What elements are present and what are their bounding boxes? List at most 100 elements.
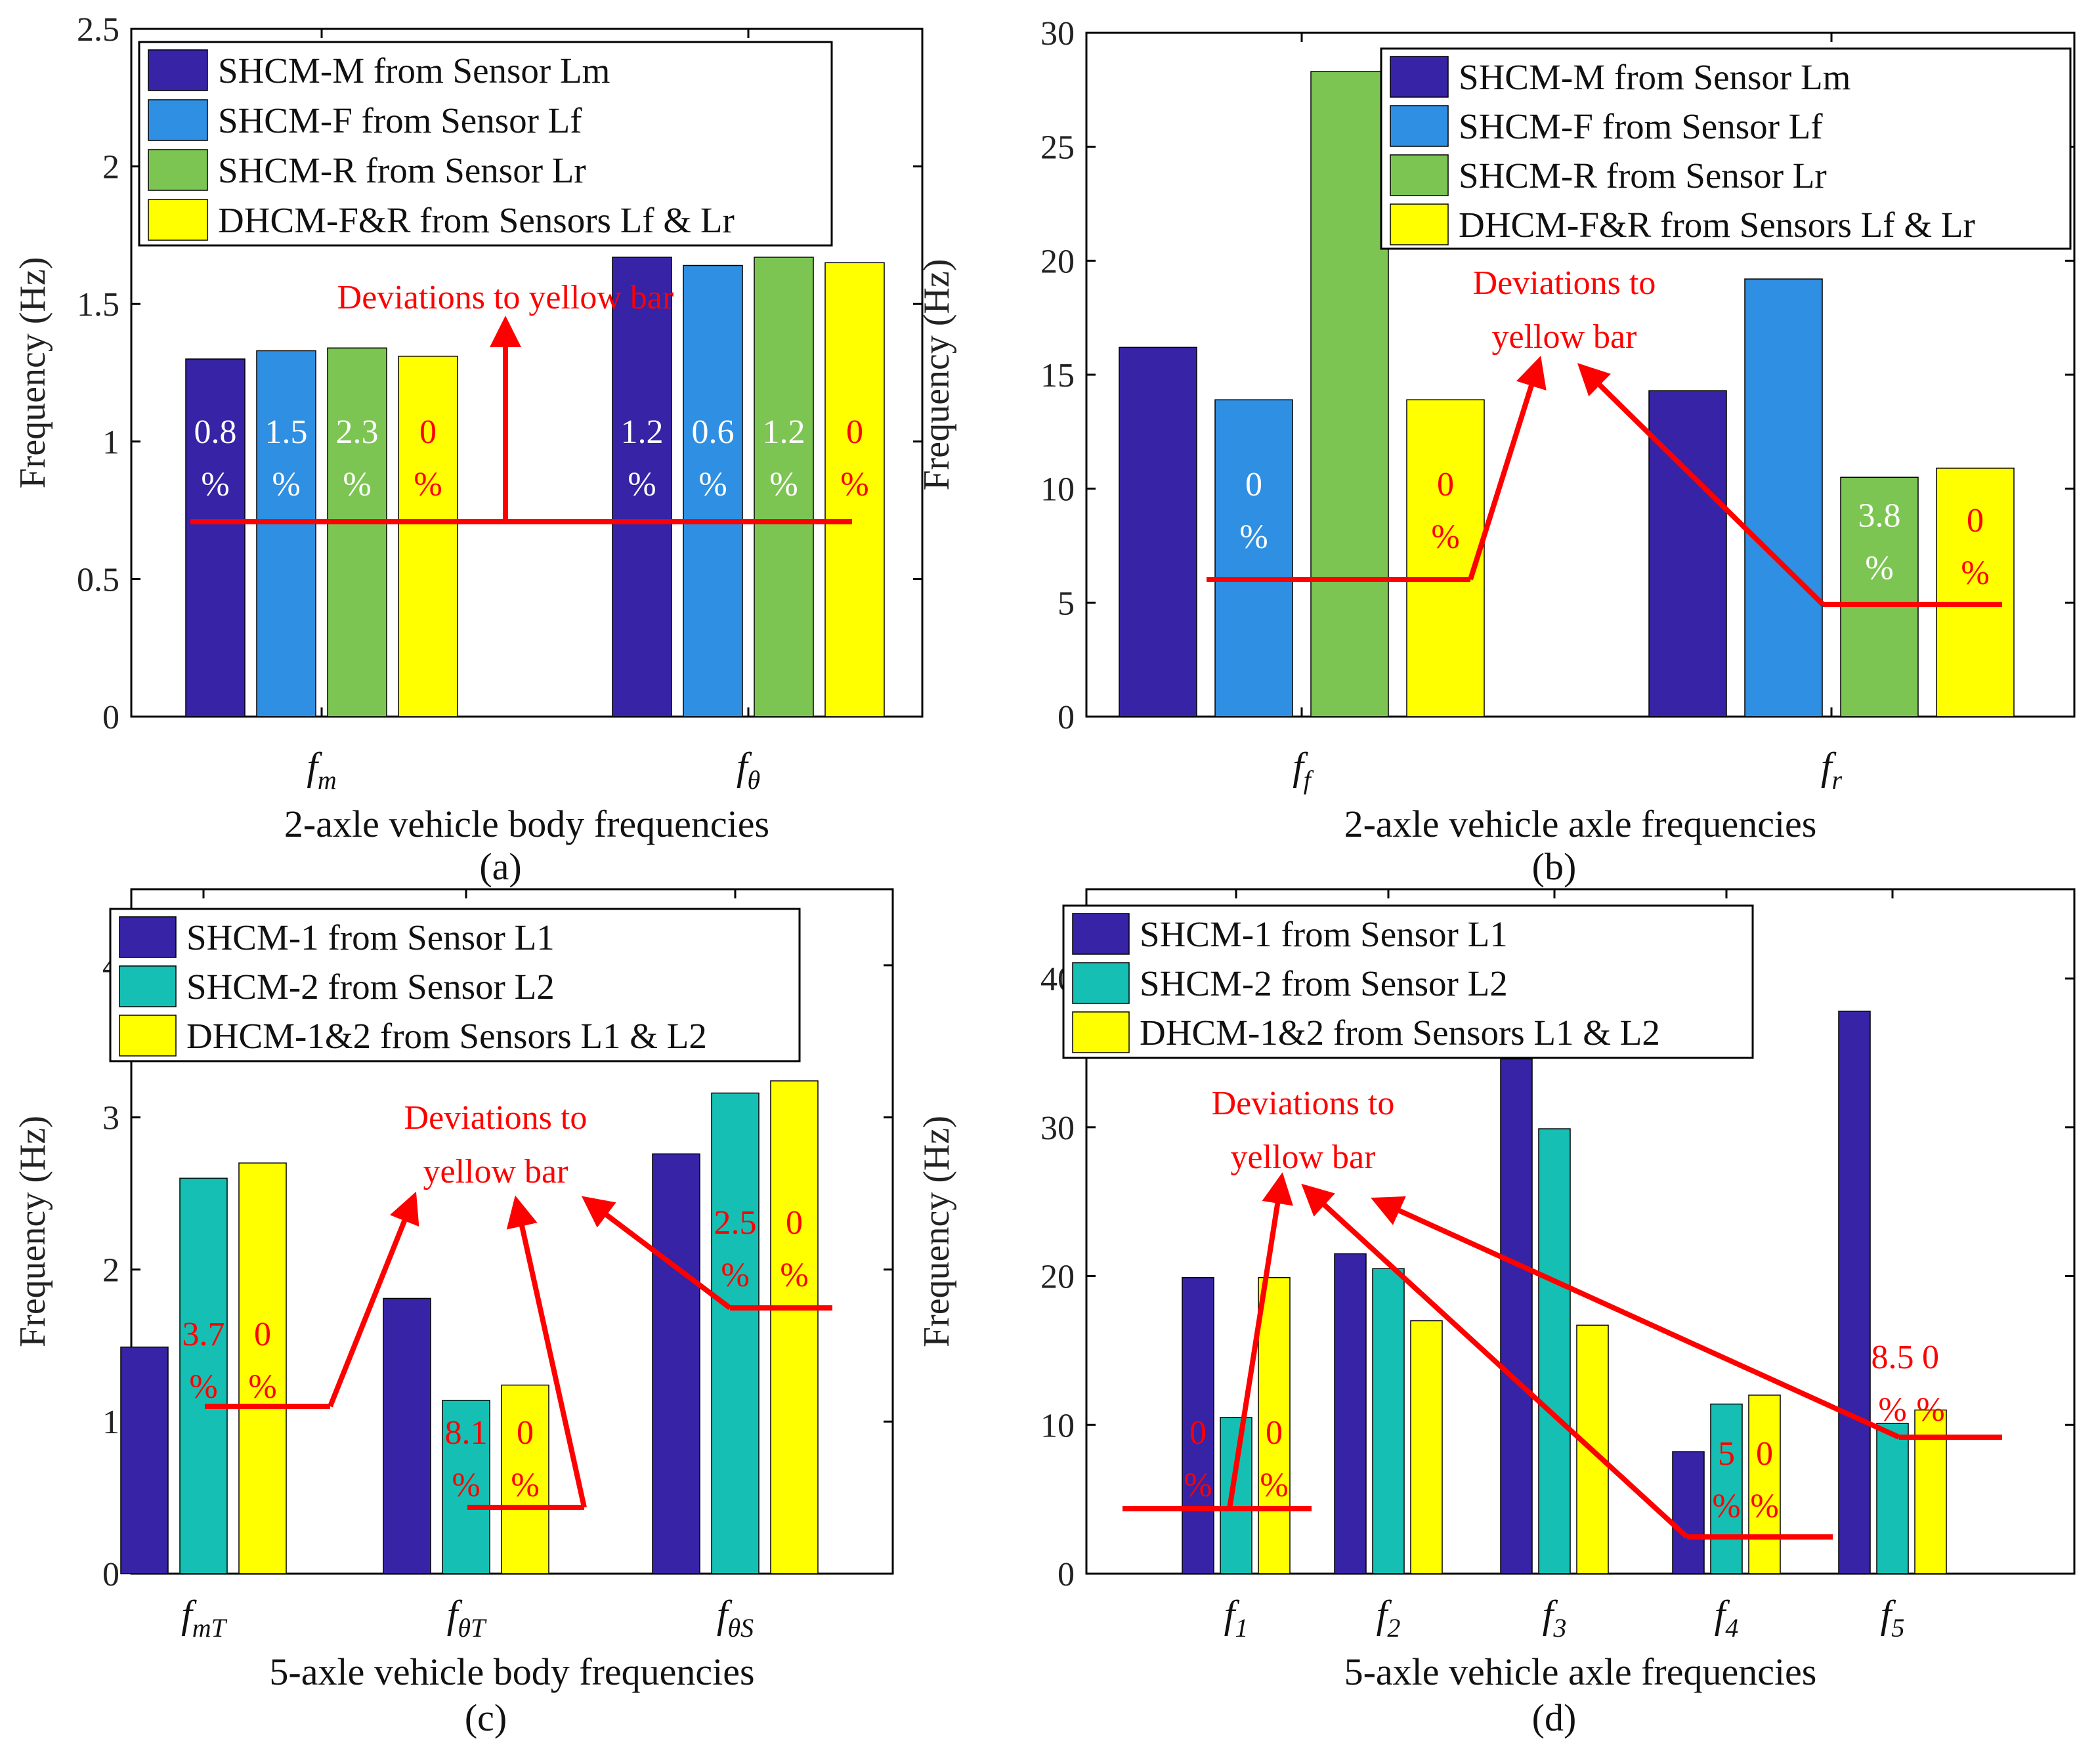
legend-entry: SHCM-M from Sensor Lm — [218, 51, 610, 91]
x-tick-label-sub: 4 — [1725, 1613, 1738, 1643]
y-tick-label: 2 — [102, 1251, 119, 1289]
deviation-percent: % — [189, 1368, 217, 1406]
chart-a: 0 0.5 1 1.5 2 2.5 Frequency (Hz) fm 0.8% 1.5% 2.3%… — [12, 11, 924, 888]
y-tick-label: 2 — [102, 149, 119, 186]
x-tick-label-sub: 5 — [1891, 1613, 1904, 1643]
legend-entry: SHCM-R from Sensor Lr — [1459, 156, 1827, 196]
bar-shcm-f — [1214, 399, 1293, 717]
deviation-label: 0.6 — [692, 413, 735, 451]
legend-entry: SHCM-R from Sensor Lr — [218, 150, 586, 190]
legend-swatch — [148, 49, 208, 91]
annotation-text: Deviations to — [1212, 1085, 1395, 1122]
x-tick-label-sub: θS — [728, 1613, 754, 1643]
x-axis-label: 5-axle vehicle axle frequencies — [1344, 1650, 1817, 1693]
bar-shcm-m — [612, 257, 672, 717]
y-tick-label: 5 — [1058, 585, 1075, 622]
panel-label: (c) — [465, 1696, 507, 1739]
bar-shcm-2 — [1710, 1403, 1743, 1574]
legend-swatch — [1072, 1011, 1130, 1053]
bar-dhcm-1-2 — [1410, 1320, 1443, 1574]
y-tick-label: 1.5 — [77, 286, 119, 324]
legend-swatch — [1390, 154, 1449, 196]
y-tick-label: 25 — [1040, 129, 1075, 167]
legend-swatch — [119, 916, 177, 958]
deviation-percent: % — [1878, 1391, 1906, 1429]
legend-swatch — [1390, 203, 1449, 245]
x-tick-label: fθ — [737, 745, 760, 795]
deviation-percent: % — [511, 1467, 539, 1504]
legend-entry: DHCM-1&2 from Sensors L1 & L2 — [186, 1016, 707, 1056]
legend-entry: SHCM-2 from Sensor L2 — [1140, 963, 1508, 1003]
y-tick-label: 2.5 — [77, 11, 119, 49]
deviation-label: 0.8 — [194, 413, 237, 451]
deviation-percent: % — [343, 466, 371, 503]
deviation-label: 0 — [1437, 466, 1454, 503]
plot-area-frame — [130, 28, 924, 718]
deviation-label: 1.2 — [763, 413, 805, 451]
x-tick-label-sub: m — [318, 765, 337, 795]
x-tick-label: fθT — [447, 1593, 487, 1643]
legend-entry: DHCM-1&2 from Sensors L1 & L2 — [1140, 1013, 1660, 1053]
bar-dhcm-1-2 — [1914, 1409, 1947, 1574]
bar-shcm-2 — [711, 1092, 759, 1574]
annotation-arrow — [1301, 1183, 1689, 1539]
x-tick-label-sub: 3 — [1552, 1613, 1566, 1643]
bar-shcm-1 — [652, 1153, 700, 1574]
bar-shcm-2 — [1538, 1128, 1571, 1574]
deviation-label: 5 — [1718, 1435, 1735, 1473]
annotation-arrow — [1468, 356, 1547, 581]
deviation-percent: % — [201, 466, 229, 503]
bar-shcm-m — [1648, 390, 1727, 717]
y-tick-label: 3 — [102, 1100, 119, 1137]
bar-shcm-1 — [383, 1297, 431, 1574]
annotation-text: Deviations to yellow bar — [337, 279, 674, 316]
y-tick-label: 1 — [102, 1404, 119, 1441]
y-tick-label: 0 — [1058, 699, 1075, 736]
deviation-label: 0 — [254, 1316, 271, 1353]
annotation-arrow — [328, 1191, 419, 1408]
annotation-arrow — [1371, 1196, 1900, 1440]
deviation-percent: % — [698, 466, 727, 503]
bar-shcm-r — [1840, 476, 1919, 717]
bar-shcm-2 — [442, 1400, 490, 1574]
x-tick-label: f1 — [1224, 1593, 1249, 1643]
panel-label: (a) — [479, 845, 521, 888]
bar-shcm-2 — [1372, 1268, 1405, 1574]
chart-c: 01234Frequency (Hz)fmT3.7%0%fθT8.1%0%fθS… — [12, 888, 894, 1739]
legend-entry: SHCM-2 from Sensor L2 — [186, 967, 555, 1007]
x-tick-label-sub: 1 — [1235, 1613, 1248, 1643]
y-axis-label: Frequency (Hz) — [12, 1116, 53, 1347]
y-tick-label: 1 — [102, 424, 119, 461]
bar-shcm-m — [185, 358, 246, 717]
y-axis-label: Frequency (Hz) — [916, 259, 957, 491]
deviation-label: 0 — [517, 1414, 534, 1452]
deviation-percent: % — [1184, 1467, 1212, 1504]
bar-shcm-f — [683, 264, 743, 717]
legend-entry: SHCM-1 from Sensor L1 — [1140, 914, 1508, 954]
bar-dhcm-f-r — [1406, 399, 1485, 717]
x-tick-label-sub: θ — [748, 765, 761, 795]
x-tick-label: f5 — [1881, 1593, 1905, 1643]
bar-shcm-1 — [1500, 1058, 1533, 1574]
deviation-percent: % — [1865, 549, 1893, 587]
y-tick-label: 20 — [1040, 1259, 1075, 1296]
deviation-percent: % — [840, 466, 868, 503]
bar-shcm-1 — [120, 1346, 169, 1574]
x-tick-label-sub: mT — [192, 1613, 228, 1643]
y-tick-label: 20 — [1040, 243, 1075, 280]
legend-entry: DHCM-F&R from Sensors Lf & Lr — [1459, 205, 1975, 245]
deviation-percent: % — [628, 466, 656, 503]
legend-box — [1380, 47, 2072, 250]
deviation-label: 0 — [1922, 1339, 1939, 1376]
deviation-label: 0 — [419, 413, 437, 451]
panel-label: (b) — [1532, 845, 1577, 888]
bar-dhcm-f-r — [824, 262, 885, 717]
y-tick-label: 10 — [1040, 1407, 1075, 1444]
x-tick-label: fm — [307, 745, 337, 795]
annotation-text: Deviations to — [1473, 264, 1656, 302]
deviation-label: 0 — [1266, 1414, 1283, 1452]
x-tick-label-sub: r — [1832, 765, 1843, 795]
y-tick-label: 30 — [1040, 1110, 1075, 1147]
